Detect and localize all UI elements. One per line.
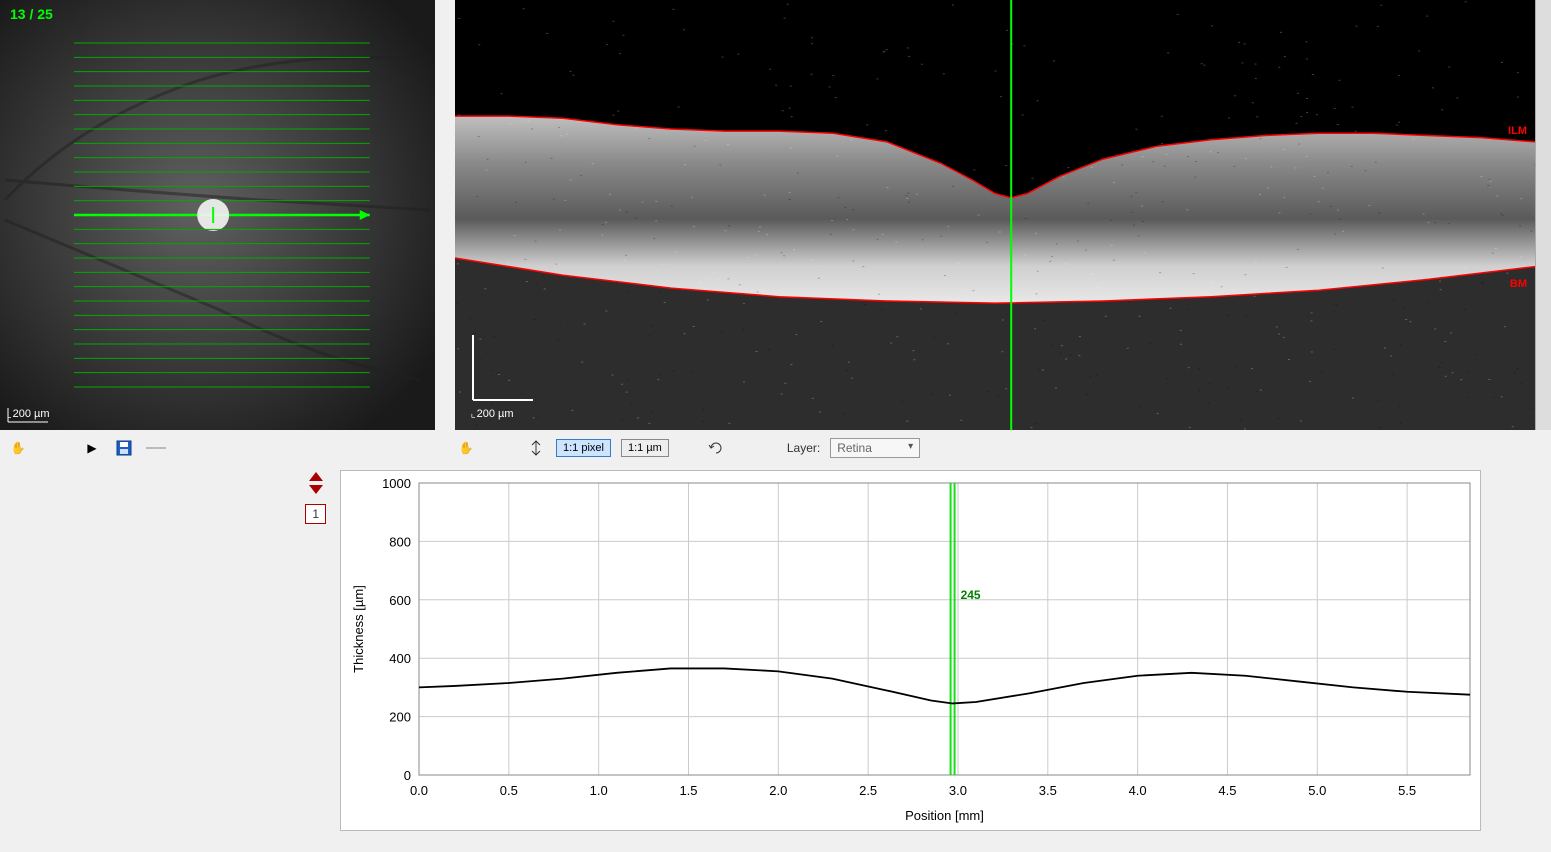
svg-text:1.0: 1.0 [590, 783, 608, 798]
svg-text:2.0: 2.0 [769, 783, 787, 798]
oct-toolbar: ✋ 1:1 pixel 1:1 µm Layer: Retina [456, 438, 1543, 458]
rotate-icon[interactable] [707, 438, 727, 458]
svg-text:3.0: 3.0 [949, 783, 967, 798]
svg-text:5.5: 5.5 [1398, 783, 1416, 798]
scale-pixel-button[interactable]: 1:1 pixel [556, 439, 611, 457]
fundus-scale-label: ⌞200 µm [6, 407, 50, 420]
slice-slider-icon[interactable] [146, 438, 166, 458]
svg-text:600: 600 [389, 593, 411, 608]
oct-scrollbar[interactable] [1535, 0, 1551, 430]
bottom-row: 1 0 200 400 600 800 1000 0.0 0.5 1.0 1.5 2.0 2.5 3.0… [0, 466, 1551, 851]
profile-up-icon[interactable] [309, 472, 323, 481]
svg-text:1000: 1000 [382, 476, 411, 491]
svg-text:0.5: 0.5 [500, 783, 518, 798]
oct-scale-label: ⌞200 µm [470, 407, 514, 420]
profile-number[interactable]: 1 [305, 504, 326, 524]
oct-bscan-image[interactable] [455, 0, 1535, 430]
svg-text:200: 200 [389, 710, 411, 725]
top-row: 13 / 25 ⌞200 µm ILM BM ⌞200 µm [0, 0, 1551, 430]
toolbar-row: ✋ ▶ ✋ 1:1 pixel 1:1 µm Layer: Retina [0, 430, 1551, 466]
svg-text:400: 400 [389, 651, 411, 666]
save-icon[interactable] [114, 438, 134, 458]
oct-bscan-panel[interactable]: ILM BM ⌞200 µm [455, 0, 1535, 430]
pan-hand-icon[interactable]: ✋ [8, 438, 28, 458]
svg-text:1.5: 1.5 [679, 783, 697, 798]
svg-text:0: 0 [404, 768, 411, 783]
ilm-layer-label: ILM [1508, 125, 1527, 137]
svg-text:4.0: 4.0 [1129, 783, 1147, 798]
profile-side-controls: 1 [0, 466, 340, 851]
profile-down-icon[interactable] [309, 485, 323, 494]
layer-label: Layer: [787, 441, 820, 455]
thickness-marker-value: 245 [961, 588, 981, 602]
svg-text:800: 800 [389, 534, 411, 549]
fundus-scale-text: 200 µm [13, 408, 50, 420]
svg-text:3.5: 3.5 [1039, 783, 1057, 798]
svg-text:2.5: 2.5 [859, 783, 877, 798]
svg-text:5.0: 5.0 [1308, 783, 1326, 798]
fit-height-icon[interactable] [526, 438, 546, 458]
svg-text:0.0: 0.0 [410, 783, 428, 798]
pan-hand-icon-2[interactable]: ✋ [456, 438, 476, 458]
scale-micron-button[interactable]: 1:1 µm [621, 439, 669, 457]
layer-select[interactable]: Retina [830, 438, 920, 458]
fundus-toolbar: ✋ ▶ [8, 438, 448, 458]
layer-select-value: Retina [837, 441, 872, 455]
fundus-panel[interactable]: 13 / 25 ⌞200 µm [0, 0, 435, 430]
fundus-image[interactable] [0, 0, 435, 430]
oct-scale-text: 200 µm [477, 408, 514, 420]
thickness-chart[interactable]: 0 200 400 600 800 1000 0.0 0.5 1.0 1.5 2.0 2.5 3.0 3.… [340, 470, 1481, 831]
svg-text:4.5: 4.5 [1218, 783, 1236, 798]
thickness-chart-svg[interactable]: 0 200 400 600 800 1000 0.0 0.5 1.0 1.5 2.0 2.5 3.0 3.… [341, 471, 1480, 830]
play-icon[interactable]: ▶ [82, 438, 102, 458]
svg-text:Position [mm]: Position [mm] [905, 808, 984, 823]
slice-counter: 13 / 25 [10, 6, 53, 22]
svg-text:Thickness [µm]: Thickness [µm] [351, 585, 366, 673]
bm-layer-label: BM [1510, 278, 1527, 290]
